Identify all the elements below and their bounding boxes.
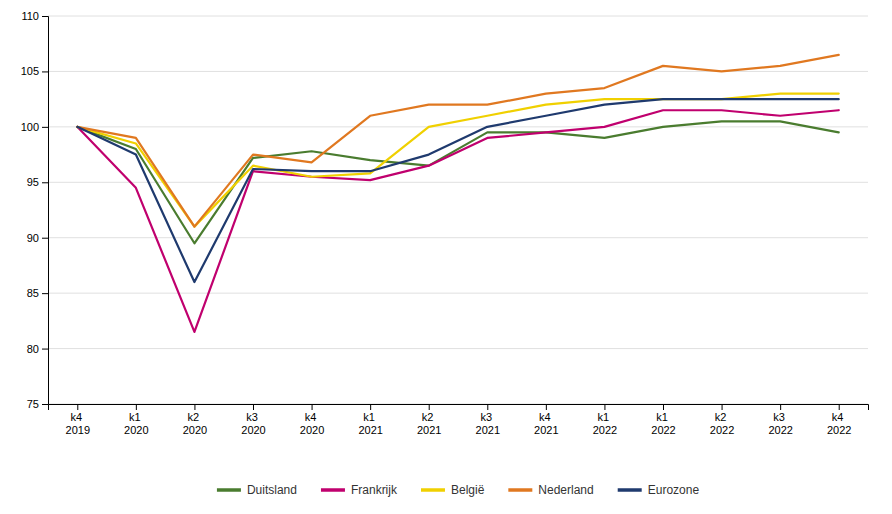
y-tick-mark [42, 404, 48, 405]
y-tick-label: 105 [21, 65, 39, 77]
x-tick-mark [136, 404, 137, 410]
series-line [77, 99, 838, 282]
x-axis: k4 2019 k1 2020 k2 2020 k3 2020 k4 2020 k1 20… [49, 404, 869, 436]
y-tick: 75 [27, 398, 48, 410]
grid-line [48, 71, 868, 72]
x-tick: k1 2022 [593, 404, 617, 436]
y-axis-line [42, 17, 49, 405]
legend-label: België [451, 483, 485, 497]
x-tick-mark [780, 404, 781, 410]
x-tick-mark [253, 404, 254, 410]
y-tick: 110 [21, 10, 48, 22]
legend-swatch [508, 488, 532, 492]
y-tick-label: 95 [27, 176, 39, 188]
x-tick-label: k3 2022 [768, 411, 792, 436]
lines [77, 55, 838, 332]
x-tick-label: k2 2022 [710, 411, 734, 436]
grid-line [48, 182, 868, 183]
x-tick: k2 2022 [710, 404, 734, 436]
legend-item: België [421, 483, 485, 497]
legend-item: Frankrijk [321, 483, 398, 497]
y-tick: 90 [27, 232, 48, 244]
y-tick-mark [42, 16, 48, 17]
x-tick: k4 2020 [300, 404, 324, 436]
y-tick-mark [42, 238, 48, 239]
x-tick-mark [604, 404, 605, 410]
y-tick-label: 110 [21, 10, 39, 22]
grid [48, 16, 868, 404]
x-tick-label: k4 2022 [827, 411, 851, 436]
y-tick-mark [42, 127, 48, 128]
x-tick: k1 2022 [651, 404, 675, 436]
y-tick-mark [42, 71, 48, 72]
legend-item: Nederland [508, 483, 593, 497]
x-tick-label: k3 2020 [241, 411, 265, 436]
legend-item: Duitsland [217, 483, 297, 497]
x-axis-line [49, 405, 869, 411]
y-tick-label: 100 [21, 121, 39, 133]
y-tick-label: 90 [27, 232, 39, 244]
x-tick-label: k3 2021 [476, 411, 500, 436]
x-tick-label: k4 2020 [300, 411, 324, 436]
grid-line [48, 16, 868, 17]
y-tick-label: 80 [27, 343, 39, 355]
y-tick: 100 [21, 121, 48, 133]
y-axis: 75 80 85 90 95 100 105 110 [21, 10, 49, 410]
grid-line [48, 348, 868, 349]
x-tick-mark [429, 404, 430, 410]
y-tick: 105 [21, 65, 48, 77]
legend-swatch [421, 488, 445, 492]
y-tick-label: 75 [27, 398, 39, 410]
x-tick: k4 2021 [534, 404, 558, 436]
x-tick: k4 2019 [66, 404, 90, 436]
x-tick: k2 2021 [417, 404, 441, 436]
grid-line [48, 293, 868, 294]
x-tick-mark [839, 404, 840, 410]
x-tick-mark [722, 404, 723, 410]
legend-label: Nederland [538, 483, 593, 497]
legend-swatch [217, 488, 241, 492]
legend-swatch [618, 488, 642, 492]
x-tick-mark [312, 404, 313, 410]
x-tick-label: k4 2021 [534, 411, 558, 436]
x-tick-mark [487, 404, 488, 410]
x-tick-label: k1 2020 [124, 411, 148, 436]
legend-label: Eurozone [648, 483, 700, 497]
chart: 75 80 85 90 95 100 105 110 k4 2019 k1 2020 k2 2020… [0, 0, 892, 514]
y-tick: 85 [27, 287, 48, 299]
y-tick: 80 [27, 343, 48, 355]
x-tick-label: k2 2021 [417, 411, 441, 436]
legend-label: Frankrijk [351, 483, 398, 497]
x-tick: k3 2021 [476, 404, 500, 436]
series-line [77, 94, 838, 227]
x-tick-label: k1 2021 [358, 411, 382, 436]
x-tick: k1 2020 [124, 404, 148, 436]
x-tick-label: k4 2019 [66, 411, 90, 436]
legend: Duitsland Frankrijk België Nederland Eurozon… [217, 483, 699, 497]
y-tick-mark [42, 293, 48, 294]
x-tick-mark [546, 404, 547, 410]
x-tick-mark [370, 404, 371, 410]
legend-label: Duitsland [247, 483, 297, 497]
x-tick-label: k1 2022 [593, 411, 617, 436]
x-tick-mark [663, 404, 664, 410]
y-tick-mark [42, 349, 48, 350]
x-tick: k3 2022 [768, 404, 792, 436]
x-tick: k3 2020 [241, 404, 265, 436]
x-tick: k2 2020 [183, 404, 207, 436]
grid-line [48, 126, 868, 127]
x-tick-label: k1 2022 [651, 411, 675, 436]
grid-line [48, 237, 868, 238]
legend-item: Eurozone [618, 483, 700, 497]
y-tick-label: 85 [27, 287, 39, 299]
y-tick: 95 [27, 176, 48, 188]
x-tick: k4 2022 [827, 404, 851, 436]
x-tick: k1 2021 [358, 404, 382, 436]
plot: 75 80 85 90 95 100 105 110 k4 2019 k1 2020 k2 2020… [21, 10, 869, 436]
x-tick-label: k2 2020 [183, 411, 207, 436]
y-tick-mark [42, 182, 48, 183]
x-tick-mark [194, 404, 195, 410]
legend-swatch [321, 488, 345, 492]
x-tick-mark [77, 404, 78, 410]
